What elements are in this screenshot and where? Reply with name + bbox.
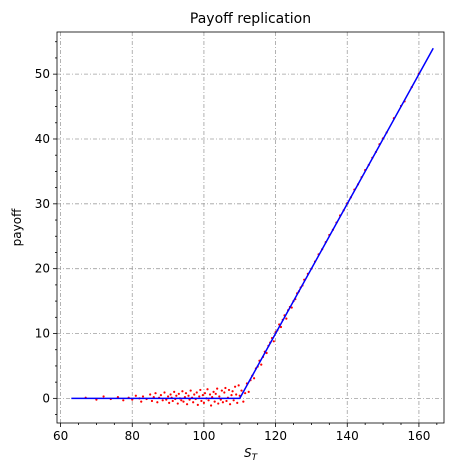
x-tick-label: 140 xyxy=(336,429,359,443)
scatter-point xyxy=(207,399,210,402)
x-tick-label: 100 xyxy=(192,429,215,443)
scatter-point xyxy=(149,393,152,396)
scatter-point xyxy=(187,394,190,397)
scatter-point xyxy=(163,391,166,394)
scatter-point xyxy=(171,399,174,403)
scatter-point xyxy=(140,400,143,403)
scatter-point xyxy=(214,392,217,395)
scatter-point xyxy=(220,389,223,392)
scatter-point xyxy=(285,317,288,320)
scatter-point xyxy=(235,393,238,396)
scatter-point xyxy=(244,392,247,395)
scatter-point xyxy=(224,386,227,390)
scatter-point xyxy=(209,404,213,407)
x-tick-label: 160 xyxy=(407,429,430,443)
scatter-point xyxy=(181,390,184,393)
y-tick-label: 20 xyxy=(35,262,50,276)
y-tick-label: 0 xyxy=(42,391,50,405)
scatter-point xyxy=(175,394,178,397)
scatter-point xyxy=(237,384,240,387)
x-axis-label-subscript: T xyxy=(252,453,259,463)
scatter-point xyxy=(184,392,188,395)
tick-layer: 60 80 100 120 140 160 0 10 20 30 40 50 xyxy=(35,41,438,443)
x-axis-label-main: S xyxy=(244,446,252,460)
scatter-point xyxy=(208,393,212,396)
x-tick-label: 60 xyxy=(53,429,68,443)
scatter-point xyxy=(212,390,215,393)
scatter-point xyxy=(198,395,201,398)
scatter-point xyxy=(233,385,237,388)
scatter-point xyxy=(228,403,232,406)
plot-frame xyxy=(56,31,445,424)
scatter-point xyxy=(195,391,198,394)
scatter-point xyxy=(203,392,207,395)
y-tick-label: 50 xyxy=(35,67,50,81)
scatter-point xyxy=(161,399,164,402)
scatter-point xyxy=(265,351,268,355)
scatter-point xyxy=(134,394,137,397)
scatter-point xyxy=(102,395,105,398)
scatter-point xyxy=(230,394,233,397)
scatter-point xyxy=(168,401,171,404)
scatter-point xyxy=(200,399,203,403)
scatter-point xyxy=(177,392,180,395)
scatter-point xyxy=(193,393,196,396)
y-tick-label: 40 xyxy=(35,132,50,146)
scatter-point xyxy=(227,388,231,392)
y-tick-label: 30 xyxy=(35,197,50,211)
scatter-point xyxy=(206,388,209,391)
scatter-point xyxy=(242,400,245,403)
scatter-point xyxy=(201,394,204,397)
scatter-point xyxy=(173,390,176,393)
scatter-point xyxy=(199,388,202,392)
chart-title: Payoff replication xyxy=(190,11,311,27)
scatter-point xyxy=(189,389,192,392)
x-axis-label: ST xyxy=(244,446,259,463)
scatter-point xyxy=(223,391,226,394)
scatter-point xyxy=(176,402,179,405)
scatter-point xyxy=(290,306,293,309)
scatter-point xyxy=(180,399,183,402)
scatter-point xyxy=(159,394,163,397)
scatter-point xyxy=(216,387,219,390)
scatter-point xyxy=(150,399,154,403)
scatter-point xyxy=(240,389,243,392)
scatter-point xyxy=(182,400,185,403)
scatter-point xyxy=(236,401,239,404)
scatter-point xyxy=(185,403,189,406)
scatter-point xyxy=(279,325,283,329)
scatter-point xyxy=(169,393,172,396)
scatter-point xyxy=(231,390,234,393)
scatter-point xyxy=(202,401,206,404)
scatter-point xyxy=(218,395,221,398)
x-tick-label: 120 xyxy=(264,429,287,443)
scatter-point xyxy=(217,402,220,405)
scatter-point xyxy=(166,395,170,398)
scatter-point xyxy=(272,340,275,343)
scatter-point xyxy=(156,401,159,404)
scatter-point xyxy=(213,400,216,403)
scatter-point xyxy=(196,403,199,406)
scatter-point xyxy=(232,399,235,402)
scatter-point xyxy=(154,392,157,395)
scatter-point xyxy=(221,401,225,404)
scatter-point xyxy=(247,390,250,393)
x-tick-label: 80 xyxy=(125,429,140,443)
y-tick-label: 10 xyxy=(35,327,50,341)
payoff-line xyxy=(71,47,434,400)
scatter-point xyxy=(252,377,256,380)
scatter-point xyxy=(141,395,145,398)
scatter-point xyxy=(225,399,228,403)
scatter-point xyxy=(122,399,125,402)
line-layer xyxy=(71,47,434,400)
scatter-point xyxy=(192,401,195,404)
scatter-point xyxy=(260,363,263,366)
y-axis-label: payoff xyxy=(10,208,24,246)
